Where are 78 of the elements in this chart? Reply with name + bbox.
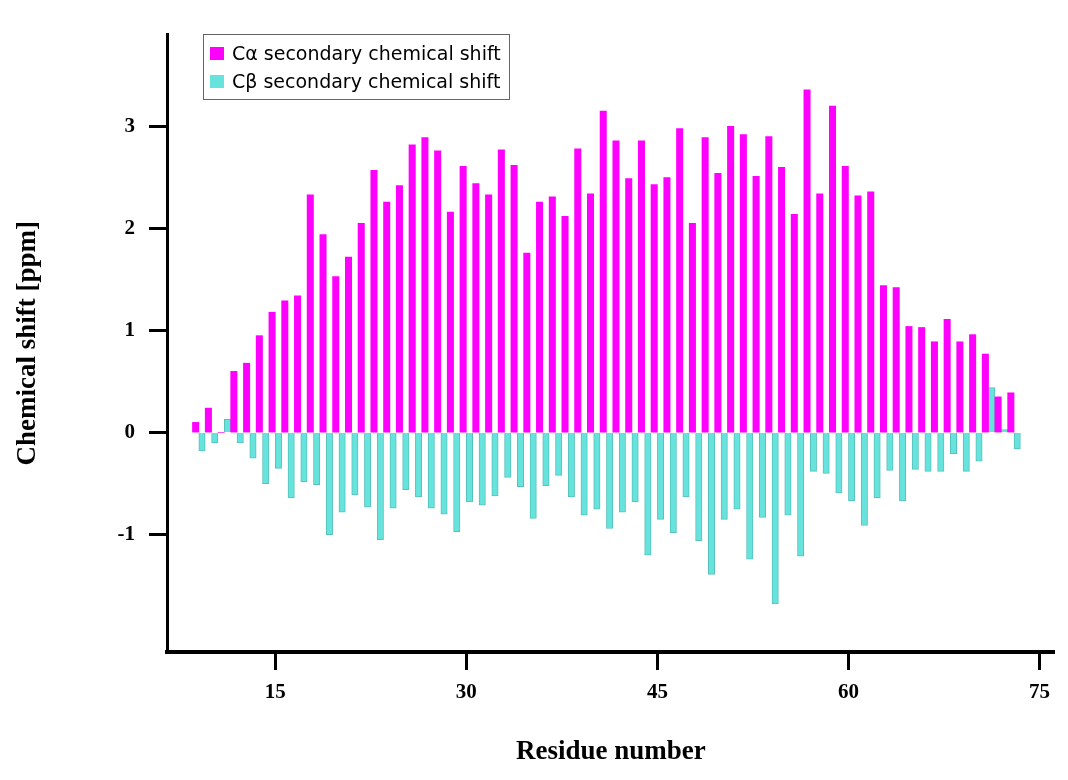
bar <box>637 140 645 433</box>
bar <box>739 134 747 433</box>
y-axis-title: Chemical shift [ppm] <box>11 221 42 466</box>
bar <box>230 371 238 433</box>
x-tick-label: 75 <box>1029 679 1050 704</box>
bar <box>344 256 353 433</box>
bar <box>434 150 442 433</box>
bar <box>701 137 709 433</box>
bar <box>688 223 696 433</box>
x-axis-title: Residue number <box>516 734 706 765</box>
bar <box>650 184 658 433</box>
bar <box>574 148 582 433</box>
legend-label: Cβ secondary chemical shift <box>232 69 501 94</box>
bar <box>459 165 467 433</box>
bar <box>370 170 378 433</box>
bar <box>956 341 964 433</box>
bar <box>599 110 607 433</box>
bar <box>727 126 735 433</box>
bar <box>918 327 926 433</box>
bar <box>587 193 595 433</box>
bar <box>357 223 365 433</box>
bar <box>485 194 493 433</box>
bar <box>395 185 403 433</box>
bar <box>255 335 263 433</box>
bar <box>803 89 811 433</box>
bar <box>930 341 938 433</box>
bar <box>281 300 289 433</box>
legend-label: Cα secondary chemical shift <box>232 41 501 66</box>
y-tick-label: 3 <box>124 112 135 137</box>
bar <box>905 326 913 433</box>
bar <box>879 285 887 433</box>
bar <box>981 353 989 433</box>
bar <box>892 287 900 433</box>
bar <box>536 201 544 433</box>
bar <box>676 128 684 433</box>
bar <box>561 215 569 433</box>
bar <box>790 213 798 433</box>
bar <box>994 396 1002 433</box>
bar <box>243 362 251 433</box>
x-tick-label: 30 <box>455 679 477 704</box>
bar <box>943 318 951 433</box>
y-tick-label: 1 <box>124 316 135 341</box>
bar <box>497 149 505 433</box>
x-tick-label: 60 <box>837 679 859 704</box>
y-tick-label: 2 <box>124 214 135 239</box>
bar <box>446 211 454 433</box>
bar <box>421 137 429 433</box>
bar <box>408 144 416 433</box>
bar <box>306 194 314 433</box>
bar <box>854 195 862 433</box>
bar <box>841 165 849 433</box>
bar <box>523 252 531 433</box>
bar <box>548 196 556 433</box>
bar <box>969 334 977 433</box>
bar <box>510 164 518 433</box>
bar <box>472 183 480 433</box>
bar <box>294 295 302 433</box>
x-tick-label: 45 <box>646 679 668 704</box>
bar <box>778 166 786 433</box>
bar <box>204 407 212 433</box>
bar <box>663 177 671 433</box>
bar <box>752 176 760 433</box>
bar <box>625 178 633 433</box>
bar <box>612 140 620 433</box>
bar <box>332 276 340 433</box>
bar <box>1007 392 1015 433</box>
y-tick-label: 0 <box>124 419 135 444</box>
bar <box>192 422 200 433</box>
bar <box>319 234 327 433</box>
bar <box>816 193 824 433</box>
bar <box>383 201 391 433</box>
y-tick-label: -1 <box>117 521 135 546</box>
x-tick-label: 15 <box>264 679 286 704</box>
bar <box>829 105 837 433</box>
bar <box>765 136 773 433</box>
bar <box>268 311 276 433</box>
bar <box>714 173 722 433</box>
bar <box>867 191 875 433</box>
